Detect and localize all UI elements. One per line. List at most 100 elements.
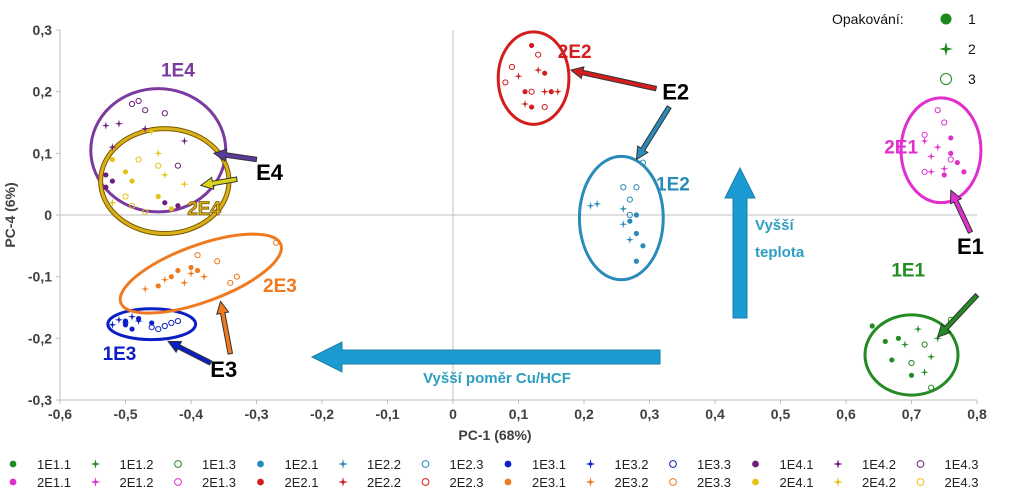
experiment-arrow-E1-1 <box>949 189 974 234</box>
legend-marker-2E4.2 <box>833 477 843 487</box>
point-2E4.2 <box>160 170 169 180</box>
point-2E1.2 <box>920 136 929 146</box>
legend-label-2E1.2: 2E1.2 <box>120 475 154 490</box>
experiment-arrow-E1-2 <box>936 292 980 338</box>
point-2E2.1 <box>542 70 548 76</box>
y-tick-label: 0,2 <box>33 84 53 100</box>
point-1E3.1 <box>149 320 155 326</box>
y-tick-label: -0,3 <box>28 392 52 408</box>
point-1E2.1 <box>633 258 640 264</box>
point-2E1.1 <box>961 169 967 175</box>
legend-marker-1E4.1 <box>752 460 759 468</box>
x-tick-label: 0,6 <box>836 406 856 422</box>
replicate-legend: 1 2 3 <box>939 11 976 87</box>
replicate-label: 1 <box>968 11 976 27</box>
point-1E4.2 <box>180 136 189 146</box>
cluster-label-1E3: 1E3 <box>103 344 137 365</box>
experiment-label-E4: E4 <box>256 160 284 185</box>
point-1E2.2 <box>593 199 602 208</box>
point-1E1.2 <box>927 352 936 361</box>
cluster-label-2E3: 2E3 <box>263 276 297 297</box>
cluster-ellipse-2E3 <box>118 232 283 315</box>
legend-label-2E2.3: 2E2.3 <box>450 475 484 490</box>
point-1E2.2 <box>625 235 634 244</box>
point-2E3.2 <box>180 278 189 287</box>
legend-marker-2E3.3 <box>669 478 677 486</box>
point-1E2.3 <box>620 184 627 191</box>
y-tick-label: 0,1 <box>33 145 53 161</box>
point-2E4.1 <box>129 178 135 184</box>
legend-label-1E4.3: 1E4.3 <box>945 457 979 472</box>
x-tick-label: -0,3 <box>244 406 268 422</box>
legend-marker-2E2.3 <box>421 478 430 486</box>
point-2E3.2 <box>141 284 150 294</box>
point-1E4.2 <box>141 124 150 133</box>
experiment-arrow-E4-2 <box>199 176 238 191</box>
point-1E2.2 <box>619 220 628 229</box>
legend-label-1E2.2: 1E2.2 <box>367 457 401 472</box>
legend-marker-1E4.2 <box>833 459 843 469</box>
replicate-marker-2 <box>939 42 953 56</box>
x-tick-label: -0,4 <box>179 406 203 422</box>
point-1E3.2 <box>121 318 130 328</box>
point-1E4.2 <box>114 119 124 128</box>
point-2E1.3 <box>941 119 948 126</box>
point-1E2.3 <box>626 211 633 219</box>
x-tick-label: 0,5 <box>771 406 791 422</box>
point-2E2.2 <box>553 87 562 96</box>
experiment-arrow-E4-1 <box>212 148 258 163</box>
point-1E1.2 <box>913 324 923 334</box>
cluster-label-1E2: 1E2 <box>656 174 690 195</box>
legend-label-1E3.3: 1E3.3 <box>697 457 731 472</box>
point-2E2.2 <box>540 87 549 96</box>
replicate-marker-3 <box>940 73 952 85</box>
point-1E3.3 <box>148 324 155 331</box>
cluster-label-1E1: 1E1 <box>891 261 925 282</box>
point-2E3.1 <box>194 267 201 274</box>
point-2E1.3 <box>947 156 954 163</box>
legend-marker-1E1.3 <box>174 460 182 468</box>
cluster-ellipse-2E1 <box>899 96 983 205</box>
x-tick-label: -0,2 <box>310 406 334 422</box>
point-1E4.1 <box>103 184 109 190</box>
point-2E1.2 <box>927 167 936 176</box>
cluster-label-2E1: 2E1 <box>884 137 918 158</box>
y-tick-label: 0,3 <box>33 22 53 38</box>
cluster-ellipse-2E2 <box>496 30 571 126</box>
point-1E3.2 <box>108 320 117 329</box>
point-1E3.2 <box>127 312 137 321</box>
legend-marker-1E4.3 <box>916 460 925 468</box>
point-2E3.2 <box>186 269 196 278</box>
legend-marker-1E3.1 <box>504 460 512 468</box>
point-2E4.2 <box>154 149 163 158</box>
point-1E1.1 <box>908 372 915 378</box>
legend-marker-1E2.1 <box>257 460 264 468</box>
point-2E2.2 <box>520 99 530 109</box>
point-1E4.3 <box>142 107 149 114</box>
point-2E3.3 <box>273 239 280 246</box>
legend-marker-2E2.2 <box>338 477 348 487</box>
point-2E4.3 <box>155 162 162 169</box>
point-2E1.3 <box>921 131 928 138</box>
point-2E4.1 <box>155 193 161 200</box>
x-tick-label: -0,1 <box>375 406 399 422</box>
point-2E4.2 <box>147 127 156 136</box>
point-1E1.3 <box>921 341 928 348</box>
point-2E3.2 <box>160 275 169 284</box>
x-tick-label: 0,1 <box>509 406 529 422</box>
legend-label-1E2.1: 1E2.1 <box>285 457 319 472</box>
point-1E2.2 <box>619 204 628 213</box>
point-2E3.1 <box>155 283 161 289</box>
point-2E1.2 <box>933 143 942 152</box>
legend-label-2E2.2: 2E2.2 <box>367 475 401 490</box>
point-2E1.3 <box>921 168 928 175</box>
legend-label-1E1.2: 1E1.2 <box>120 457 154 472</box>
experiment-label-E2: E2 <box>662 80 689 105</box>
point-2E1.1 <box>948 150 954 156</box>
legend-label-1E4.1: 1E4.1 <box>780 457 814 472</box>
point-2E4.2 <box>180 180 189 189</box>
experiment-label-E3: E3 <box>210 357 237 382</box>
point-1E1.2 <box>920 368 929 377</box>
point-1E3.3 <box>161 322 168 330</box>
